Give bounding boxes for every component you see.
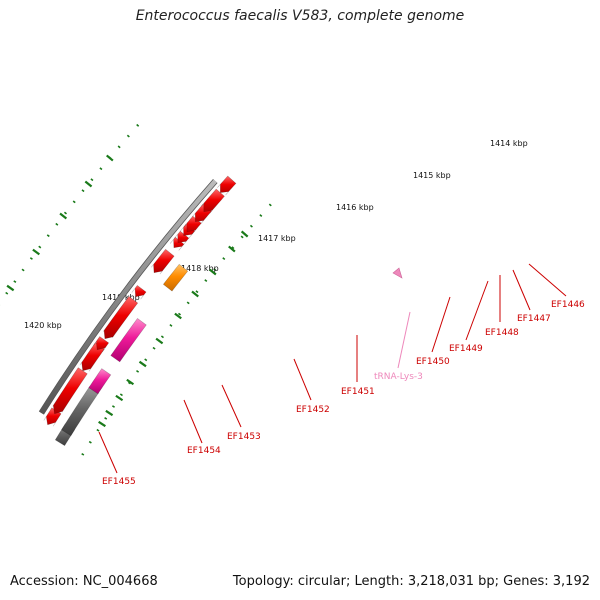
leader-line [98,431,118,474]
major-tick [105,409,114,417]
leader-line [183,399,203,444]
gene-arrow [151,248,175,275]
gene-label: EF1454 [187,446,221,456]
gene-layer [43,175,403,447]
major-tick [59,212,68,220]
major-tick [208,268,217,276]
major-tick [174,312,182,320]
leader-line [528,263,567,297]
tick-label: 1414 kbp [490,139,528,148]
gene-label: EF1448 [485,328,519,338]
major-tick [105,154,114,162]
gene-label: EF1450 [416,357,450,367]
gene-arrow [93,336,110,353]
major-tick [84,180,93,188]
map-title: Enterococcus faecalis V583, complete gen… [135,8,465,24]
gene-bar-magenta [88,368,112,395]
gene-arrow [217,175,237,196]
gene-label: EF1449 [449,344,483,354]
major-tick [32,248,41,256]
inner-tick-ring [81,203,273,456]
topology-text: Topology: circular; Length: 3,218,031 bp… [232,574,590,589]
major-tick [240,230,249,238]
major-tick [155,337,164,345]
gene-arrow [52,367,88,415]
gene-bar-magenta [110,318,147,363]
major-tick [191,290,199,298]
major-tick [126,378,135,386]
major-tick [6,284,15,292]
gene-bar-orange [162,263,189,292]
leader-line [397,311,411,369]
leader-line [465,280,489,341]
leader-line [221,384,242,428]
gene-label: EF1447 [517,314,551,324]
gene-label: EF1446 [551,300,585,310]
tick-label: 1417 kbp [258,234,296,243]
gene-arrow [102,295,139,340]
gene-label: tRNA-Lys-3 [374,372,423,382]
major-tick [115,394,124,402]
major-tick [228,245,236,253]
gene-label: EF1455 [102,477,136,487]
gene-label: EF1451 [341,387,375,397]
major-tick [138,360,147,368]
leader-line [431,296,451,353]
backbone-layer [38,179,218,415]
trna-marker [392,267,403,279]
major-tick [98,420,106,428]
tick-label: 1415 kbp [413,171,451,180]
leader-line [293,358,312,401]
gene-label: EF1453 [227,432,261,442]
tick-label: 1418 kbp [181,264,219,273]
outer-tick-ring [0,115,147,306]
gene-label: EF1452 [296,405,330,415]
tick-label: 1416 kbp [336,203,374,212]
accession-text: Accession: NC_004668 [10,574,158,589]
tick-label: 1420 kbp [24,321,62,330]
genome-backbone [39,179,217,415]
gene-arrow [131,284,147,300]
leader-line [512,269,531,311]
